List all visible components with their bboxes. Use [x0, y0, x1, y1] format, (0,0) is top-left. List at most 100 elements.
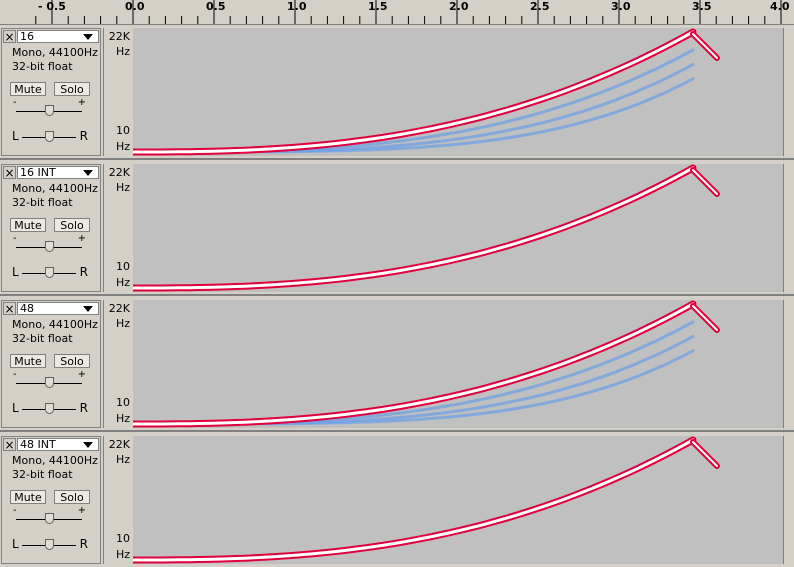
frequency-ruler: 22K Hz 10 Hz — [103, 164, 133, 292]
track-name-menu[interactable]: 16 — [17, 30, 99, 43]
solo-button[interactable]: Solo — [54, 218, 90, 232]
ruler-label-2-0: 2.0 — [449, 0, 469, 13]
gain-slider[interactable]: - + — [10, 97, 88, 121]
chevron-down-icon — [83, 442, 93, 448]
pan-right-label: R — [79, 537, 88, 551]
freq-bottom-unit: Hz — [115, 412, 130, 425]
track-format: 32-bit float — [12, 196, 73, 209]
gain-slider[interactable]: - + — [10, 369, 88, 393]
track-48-int[interactable]: × 48 INT Mono, 44100Hz 32-bit float Mute… — [0, 435, 794, 566]
freq-top-label: 22K — [108, 302, 130, 315]
pan-left-label: L — [12, 401, 19, 415]
freq-bottom-unit: Hz — [115, 140, 130, 153]
gain-plus-label: + — [77, 97, 86, 108]
pan-slider[interactable]: L R — [10, 399, 88, 419]
gain-slider[interactable]: - + — [10, 233, 88, 257]
solo-button[interactable]: Solo — [54, 82, 90, 96]
close-icon[interactable]: × — [3, 166, 16, 180]
close-icon[interactable]: × — [3, 438, 16, 452]
freq-bottom-unit: Hz — [115, 276, 130, 289]
gain-slider-thumb[interactable] — [44, 377, 54, 388]
mute-button[interactable]: Mute — [10, 490, 46, 504]
pan-slider[interactable]: L R — [10, 127, 88, 147]
track-separator — [0, 158, 794, 160]
pan-right-label: R — [79, 129, 88, 143]
chevron-down-icon — [83, 170, 93, 176]
pan-slider[interactable]: L R — [10, 535, 88, 555]
pan-slider-thumb[interactable] — [44, 131, 54, 142]
freq-top-label: 22K — [108, 166, 130, 179]
track-format: 32-bit float — [12, 468, 73, 481]
track-name: 16 — [20, 30, 34, 43]
pan-left-label: L — [12, 129, 19, 143]
pan-left-label: L — [12, 537, 19, 551]
ruler-label-0-5: 0.5 — [206, 0, 226, 13]
sweep-edge — [133, 300, 697, 428]
track-name-menu[interactable]: 16 INT — [17, 166, 99, 179]
mute-button[interactable]: Mute — [10, 82, 46, 96]
pan-slider[interactable]: L R — [10, 263, 88, 283]
pan-right-label: R — [79, 401, 88, 415]
track-48[interactable]: × 48 Mono, 44100Hz 32-bit float Mute Sol… — [0, 299, 794, 430]
freq-top-label: 22K — [108, 30, 130, 43]
freq-bottom-unit: Hz — [115, 548, 130, 561]
track-format: 32-bit float — [12, 332, 73, 345]
track-16[interactable]: × 16 Mono, 44100Hz 32-bit float Mute Sol… — [0, 27, 794, 158]
gain-minus-label: - — [13, 505, 17, 516]
track-rate: Mono, 44100Hz — [12, 318, 98, 331]
track-control-panel: × 16 Mono, 44100Hz 32-bit float Mute Sol… — [1, 28, 101, 156]
track-right-margin — [783, 28, 794, 156]
chevron-down-icon — [83, 34, 93, 40]
gain-slider[interactable]: - + — [10, 505, 88, 529]
gain-slider-thumb[interactable] — [44, 105, 54, 116]
gain-plus-label: + — [77, 505, 86, 516]
ruler-label-1-5: 1.5 — [368, 0, 388, 13]
freq-top-unit: Hz — [115, 317, 130, 330]
sweep-fold-core — [692, 169, 718, 195]
sweep-core — [133, 302, 695, 426]
frequency-ruler: 22K Hz 10 Hz — [103, 300, 133, 428]
ruler-label-1-0: 1.0 — [287, 0, 307, 13]
sweep-fold-core — [692, 33, 718, 59]
track-right-margin — [783, 436, 794, 564]
time-ruler-ticks — [35, 0, 782, 24]
ruler-label-3-0: 3.0 — [611, 0, 631, 13]
spectrogram[interactable] — [133, 436, 783, 564]
freq-bottom-label: 10 — [116, 124, 130, 137]
solo-button[interactable]: Solo — [54, 354, 90, 368]
sweep-edge — [133, 28, 697, 156]
spectrogram[interactable] — [133, 300, 783, 428]
chevron-down-icon — [83, 306, 93, 312]
pan-slider-thumb[interactable] — [44, 267, 54, 278]
sweep-fold-core — [692, 305, 718, 331]
mute-button[interactable]: Mute — [10, 218, 46, 232]
gain-minus-label: - — [13, 369, 17, 380]
pan-slider-thumb[interactable] — [44, 539, 54, 550]
sweep-fold-core — [692, 441, 718, 467]
track-format: 32-bit float — [12, 60, 73, 73]
gain-minus-label: - — [13, 97, 17, 108]
spectrogram[interactable] — [133, 28, 783, 156]
track-rate: Mono, 44100Hz — [12, 46, 98, 59]
pan-left-label: L — [12, 265, 19, 279]
spectrogram-plot — [133, 300, 720, 428]
close-icon[interactable]: × — [3, 30, 16, 44]
track-16-int[interactable]: × 16 INT Mono, 44100Hz 32-bit float Mute… — [0, 163, 794, 294]
spectrogram[interactable] — [133, 164, 783, 292]
freq-bottom-label: 10 — [116, 260, 130, 273]
track-rate: Mono, 44100Hz — [12, 182, 98, 195]
pan-slider-thumb[interactable] — [44, 403, 54, 414]
gain-slider-thumb[interactable] — [44, 241, 54, 252]
mute-button[interactable]: Mute — [10, 354, 46, 368]
ruler-label-0-0: 0.0 — [125, 0, 145, 13]
track-separator — [0, 430, 794, 432]
track-name: 48 INT — [20, 438, 56, 451]
track-name-menu[interactable]: 48 INT — [17, 438, 99, 451]
gain-slider-thumb[interactable] — [44, 513, 54, 524]
track-name: 48 — [20, 302, 34, 315]
freq-top-unit: Hz — [115, 181, 130, 194]
solo-button[interactable]: Solo — [54, 490, 90, 504]
close-icon[interactable]: × — [3, 302, 16, 316]
time-ruler[interactable]: - 0.5 0.0 0.5 1.0 1.5 2.0 2.5 3.0 3.5 4.… — [0, 0, 794, 25]
track-name-menu[interactable]: 48 — [17, 302, 99, 315]
